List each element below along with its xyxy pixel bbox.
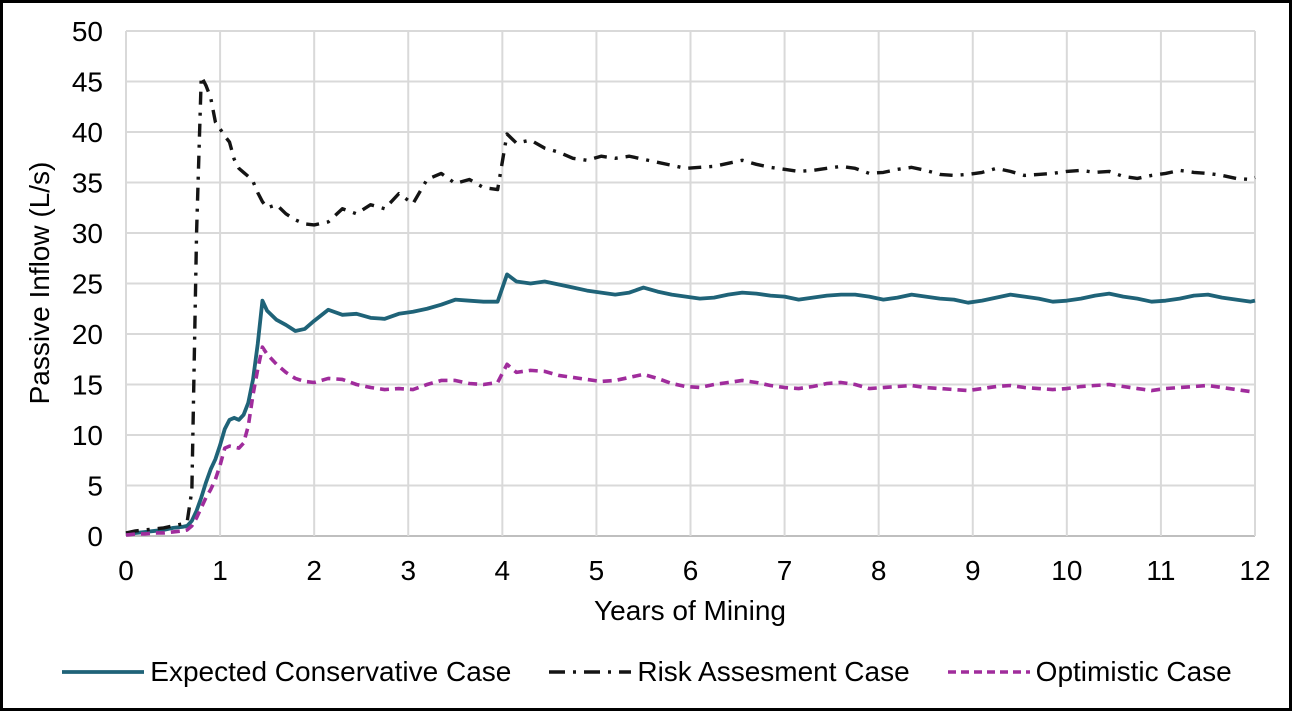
y-tick-label: 15 [72,370,103,401]
legend: Expected Conservative Case Risk Assesmen… [3,645,1289,699]
gridlines [125,30,1256,537]
y-tick-label: 45 [72,67,103,98]
legend-item-risk-assesment-case: Risk Assesment Case [547,656,910,688]
legend-line-sample-risk-assesment-case [549,670,632,674]
y-tick-label: 20 [72,319,103,350]
y-tick-label: 10 [72,420,103,451]
y-tick-label: 5 [87,471,103,502]
series-line-1 [125,74,1256,535]
x-tick-label: 7 [777,555,793,586]
x-axis-title: Years of Mining [594,595,786,626]
x-tick-label: 9 [965,555,981,586]
x-tick-label: 4 [495,555,511,586]
legend-label-optimistic-case: Optimistic Case [1035,656,1232,687]
legend-label-expected-conservative-case: Expected Conservative Case [150,656,512,687]
y-tick-label: 50 [72,16,103,47]
legend-item-expected-conservative-case: Expected Conservative Case [60,656,511,688]
x-tick-label: 3 [400,555,416,586]
x-tick-label: 5 [589,555,605,586]
y-axis-tick-labels: 0 5 10 15 20 25 30 35 40 45 50 [72,16,103,552]
x-tick-label: 11 [1146,555,1175,586]
x-tick-label: 8 [871,555,887,586]
y-tick-label: 35 [72,168,103,199]
x-tick-label: 1 [212,555,228,586]
series-line-2 [125,345,1256,537]
x-tick-label: 12 [1239,555,1270,586]
y-tick-label: 40 [72,117,103,148]
series-line-0 [125,272,1256,536]
y-tick-label: 25 [72,269,103,300]
x-tick-label: 2 [306,555,322,586]
y-tick-label: 30 [72,218,103,249]
x-tick-label: 6 [683,555,699,586]
x-axis-tick-labels: 0 1 2 3 4 5 6 7 8 9 10 11 12 [118,555,1270,586]
y-tick-label: 0 [87,521,103,552]
series-lines [125,74,1256,537]
y-axis-title: Passive Inflow (L/s) [24,162,55,405]
legend-line-sample-expected-conservative-case [62,670,145,674]
x-tick-label: 10 [1051,555,1082,586]
legend-label-risk-assesment-case: Risk Assesment Case [637,656,910,687]
legend-line-sample-optimistic-case [947,670,1030,674]
x-tick-label: 0 [118,555,134,586]
legend-item-optimistic-case: Optimistic Case [946,656,1232,688]
